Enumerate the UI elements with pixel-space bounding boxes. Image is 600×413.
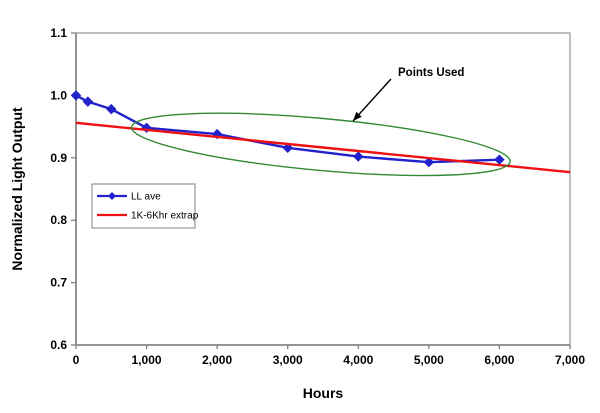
legend-label: 1K-6Khr extrap <box>131 211 199 222</box>
y-tick-label: 0.8 <box>50 213 67 227</box>
data-point-marker <box>353 151 364 162</box>
x-tick-label: 5,000 <box>414 353 444 367</box>
data-point-marker <box>282 142 293 154</box>
annotation-arrow-line <box>352 78 392 122</box>
x-axis: 0 1,000 2,000 3,000 4,000 5,000 6,000 7,000 <box>73 344 585 367</box>
legend-label: LL ave <box>131 192 161 203</box>
series-line-1K-6Khr-extrap <box>75 121 571 174</box>
legend: LL ave 1K-6Khr extrap <box>91 183 199 229</box>
legend-marker-sample <box>108 192 116 200</box>
y-axis-title: Normalized Light Output <box>9 107 25 271</box>
data-series <box>70 90 571 174</box>
y-tick-label: 0.7 <box>50 276 67 290</box>
y-tick-label: 1.1 <box>50 26 67 40</box>
x-tick-label: 2,000 <box>202 353 232 367</box>
y-tick-label: 1.0 <box>50 88 67 102</box>
data-point-marker <box>106 103 117 115</box>
y-tick-label: 0.9 <box>50 151 67 165</box>
x-tick-label: 3,000 <box>273 353 303 367</box>
x-tick-label: 7,000 <box>555 353 585 367</box>
annotations: Points Used <box>130 67 511 177</box>
data-point-marker <box>423 156 435 168</box>
points-used-label: Points Used <box>398 67 464 79</box>
data-point-marker <box>82 96 94 107</box>
y-axis: 0.6 0.7 0.8 0.9 1.0 1.1 <box>50 26 77 352</box>
y-tick-label: 0.6 <box>50 338 67 352</box>
x-tick-label: 4,000 <box>343 353 373 367</box>
x-tick-label: 6,000 <box>484 353 514 367</box>
x-tick-label: 0 <box>73 353 80 367</box>
points-used-ellipse <box>130 112 511 177</box>
x-axis-title: Hours <box>303 385 344 401</box>
data-point-marker <box>70 90 82 101</box>
annotation-arrowhead <box>353 111 362 121</box>
x-tick-label: 1,000 <box>132 353 162 367</box>
legend-box <box>91 183 196 229</box>
